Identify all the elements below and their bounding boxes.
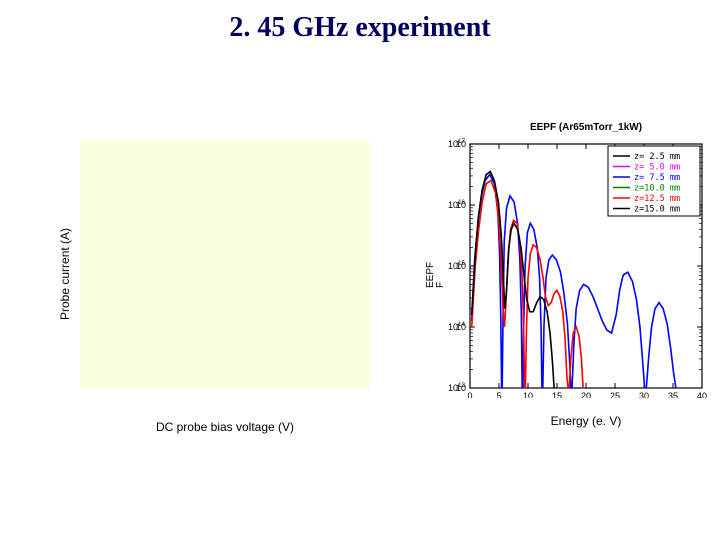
slide-title: 2. 45 GHz experiment (0, 12, 720, 44)
right-x-axis-label: Energy (e. V) (470, 414, 702, 428)
svg-text:10: 10 (523, 391, 533, 398)
svg-text:35: 35 (668, 391, 678, 398)
svg-text:z=10.0 mm: z=10.0 mm (634, 184, 680, 194)
svg-text:z= 7.5 mm: z= 7.5 mm (634, 173, 680, 183)
left-x-axis-label: DC probe bias voltage (V) (80, 420, 370, 434)
eepf-chart: 0510152025303540101010101010131014101510… (430, 138, 710, 398)
svg-text:z=12.5 mm: z=12.5 mm (634, 194, 680, 204)
svg-text:0: 0 (467, 391, 472, 398)
left-y-axis-label: Probe current (A) (58, 228, 72, 320)
right-chart-title: EEPF (Ar65mTorr_1kW) (470, 122, 702, 133)
left-panel-placeholder (80, 140, 370, 390)
svg-text:z= 5.0 mm: z= 5.0 mm (634, 163, 680, 173)
svg-text:z=15.0 mm: z=15.0 mm (634, 205, 680, 215)
svg-text:30: 30 (639, 391, 649, 398)
svg-text:25: 25 (610, 391, 620, 398)
svg-text:15: 15 (552, 391, 562, 398)
svg-text:z= 2.5 mm: z= 2.5 mm (634, 152, 680, 162)
slide: 2. 45 GHz experiment Probe current (A) D… (0, 0, 720, 540)
svg-text:40: 40 (697, 391, 707, 398)
svg-text:5: 5 (496, 391, 501, 398)
svg-text:20: 20 (581, 391, 591, 398)
